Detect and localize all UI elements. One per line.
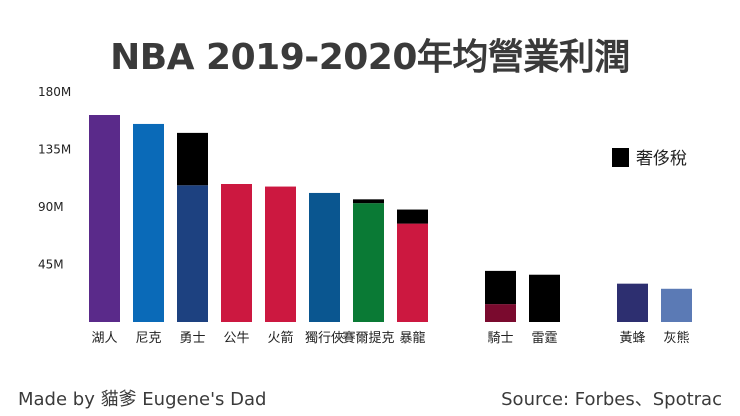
bar-灰熊 bbox=[661, 288, 692, 322]
x-tick-label: 勇士 bbox=[179, 331, 205, 346]
bar-獨行俠 bbox=[309, 192, 340, 322]
y-tick-label: 135M bbox=[38, 143, 71, 157]
x-tick-label: 尼克 bbox=[135, 331, 161, 346]
bar-賽爾提克 bbox=[353, 203, 384, 322]
source-text: Source: Forbes、Spotrac bbox=[501, 389, 722, 410]
bar-火箭 bbox=[265, 186, 296, 322]
bar-黃蜂 bbox=[617, 283, 648, 322]
y-tick-label: 90M bbox=[38, 200, 64, 214]
x-tick-label: 公牛 bbox=[223, 331, 249, 346]
bar-tax-暴龍 bbox=[397, 209, 428, 224]
legend-label: 奢侈稅 bbox=[636, 149, 687, 169]
bar-tax-雷霆 bbox=[529, 274, 560, 322]
bar-公牛 bbox=[221, 184, 252, 322]
bar-tax-勇士 bbox=[177, 132, 208, 186]
bar-tax-騎士 bbox=[485, 270, 516, 305]
bar-騎士 bbox=[485, 304, 516, 322]
chart-title: NBA 2019-2020年均營業利潤 bbox=[110, 37, 630, 78]
y-tick-label: 180M bbox=[38, 85, 71, 99]
x-tick-label: 賽爾提克 bbox=[342, 330, 394, 346]
x-tick-label: 暴龍 bbox=[399, 330, 425, 346]
bar-暴龍 bbox=[397, 223, 428, 322]
y-tick-label: 45M bbox=[38, 258, 64, 272]
x-tick-label: 獨行俠 bbox=[305, 331, 344, 346]
x-tick-label: 雷霆 bbox=[531, 331, 557, 346]
bar-tax-賽爾提克 bbox=[353, 199, 384, 204]
bar-尼克 bbox=[133, 123, 164, 322]
credit-text: Made by 貓爹 Eugene's Dad bbox=[18, 389, 267, 410]
x-tick-label: 火箭 bbox=[267, 330, 293, 346]
legend-swatch bbox=[612, 148, 629, 167]
x-tick-label: 騎士 bbox=[487, 331, 513, 346]
x-tick-label: 湖人 bbox=[91, 331, 117, 346]
bar-湖人 bbox=[89, 115, 120, 322]
x-tick-label: 黃蜂 bbox=[619, 331, 645, 346]
bar-勇士 bbox=[177, 185, 208, 322]
x-tick-label: 灰熊 bbox=[663, 330, 689, 346]
